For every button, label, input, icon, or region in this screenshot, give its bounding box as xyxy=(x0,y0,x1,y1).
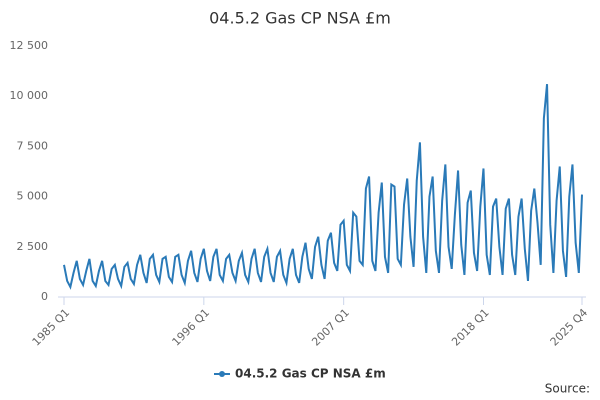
x-tick-label: 2007 Q1 xyxy=(309,306,352,349)
legend-marker xyxy=(219,371,225,377)
x-tick-label: 2018 Q1 xyxy=(449,306,492,349)
legend-label: 04.5.2 Gas CP NSA £m xyxy=(235,367,386,381)
y-tick-label: 0 xyxy=(41,290,48,303)
y-tick-label: 10 000 xyxy=(10,89,49,102)
x-tick-label: 2025 Q4 xyxy=(548,306,591,349)
y-tick-label: 2 500 xyxy=(17,240,49,253)
x-tick-label: 1985 Q1 xyxy=(30,306,73,349)
chart-title: 04.5.2 Gas CP NSA £m xyxy=(209,9,391,28)
source: Source: xyxy=(545,382,590,396)
x-tick-label: 1996 Q1 xyxy=(170,306,213,349)
y-tick-label: 5 000 xyxy=(17,190,49,203)
series-line xyxy=(63,84,583,290)
y-tick-label: 7 500 xyxy=(17,139,49,152)
y-tick-label: 12 500 xyxy=(10,39,49,52)
